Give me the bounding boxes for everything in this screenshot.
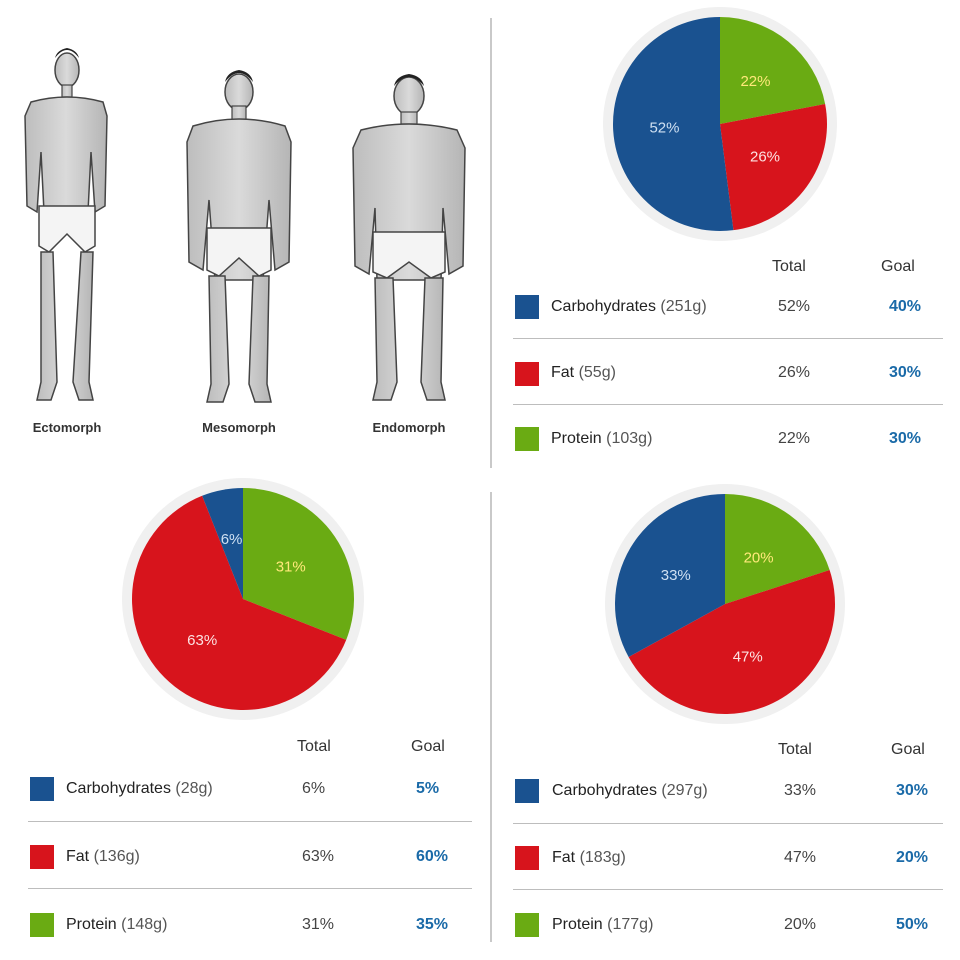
table-3-protein-total: 20% [784,916,817,933]
pie-label-fat: 26% [750,149,780,166]
carbohydrates-swatch [515,295,539,319]
table-1-carbohydrates-name: Carbohydrates (251g) [551,298,707,315]
table-2-row-separator [28,888,472,889]
table-2-carbohydrates-total: 6% [302,780,326,797]
carbohydrates-swatch [30,777,54,801]
table-3-carbohydrates-name: Carbohydrates (297g) [552,782,708,799]
table-2-carbohydrates-goal: 5% [416,780,440,797]
table-1-fat-name: Fat (55g) [551,364,616,381]
table-1-protein-name: Protein (103g) [551,430,653,447]
table-1-row-separator [513,338,943,339]
table-2-protein-total: 31% [302,916,335,933]
endomorph-label: Endomorph [372,420,446,435]
vertical-divider-bottom [490,492,492,942]
table-3-protein-goal: 50% [896,916,929,933]
pie-slice-carbohydrates [612,17,734,232]
vertical-divider-top [490,18,492,468]
pie-slice-protein [720,17,826,124]
table-1-carbohydrates-goal: 40% [889,298,922,315]
table-1-fat-goal: 30% [889,364,922,381]
table-3-fat-total: 47% [784,849,817,866]
table-2-protein-name: Protein (148g) [66,916,168,933]
table-2-carbohydrates-name: Carbohydrates (28g) [66,780,213,797]
table-1-protein-total: 22% [778,430,811,447]
table-3-protein-name: Protein (177g) [552,916,654,933]
table-2-fat-total: 63% [302,848,335,865]
endomorph-figure [352,74,466,401]
table-2-total-header: Total [297,738,331,755]
pie-slice-fat [720,103,827,231]
table-3-fat-name: Fat (183g) [552,849,626,866]
table-3-fat-goal: 20% [896,849,929,866]
table-1-protein-goal: 30% [889,430,922,447]
fat-swatch [515,846,539,870]
table-2-fat-name: Fat (136g) [66,848,140,865]
table-2-fat-goal: 60% [416,848,449,865]
table-3-row-separator [513,889,943,890]
body-types-figures [24,48,466,403]
pie-label-carbohydrates: 52% [649,119,679,136]
ectomorph-label: Ectomorph [32,420,102,435]
table-1-carbohydrates-total: 52% [778,298,811,315]
table-3-carbohydrates-total: 33% [784,782,817,799]
fat-swatch [30,845,54,869]
table-2-goal-header: Goal [411,738,445,755]
mesomorph-figure [186,70,292,403]
body-types-illustration: Ectomorph Mesomorph Endomorph [0,0,488,470]
ectomorph-figure [24,48,108,401]
carbohydrates-swatch [515,779,539,803]
table-1-total-header: Total [772,258,806,275]
pie-label-protein: 22% [740,73,770,90]
table-2-protein-goal: 35% [416,916,449,933]
table-1-goal-header: Goal [881,258,915,275]
table-1-fat-total: 26% [778,364,811,381]
fat-swatch [515,362,539,386]
table-3-goal-header: Goal [891,741,925,758]
table-3-carbohydrates-goal: 30% [896,782,929,799]
table-3-row-separator [513,823,943,824]
protein-swatch [30,913,54,937]
protein-swatch [515,913,539,937]
protein-swatch [515,427,539,451]
mesomorph-label: Mesomorph [202,420,276,435]
table-3-total-header: Total [778,741,812,758]
table-2-row-separator [28,821,472,822]
table-1-row-separator [513,404,943,405]
